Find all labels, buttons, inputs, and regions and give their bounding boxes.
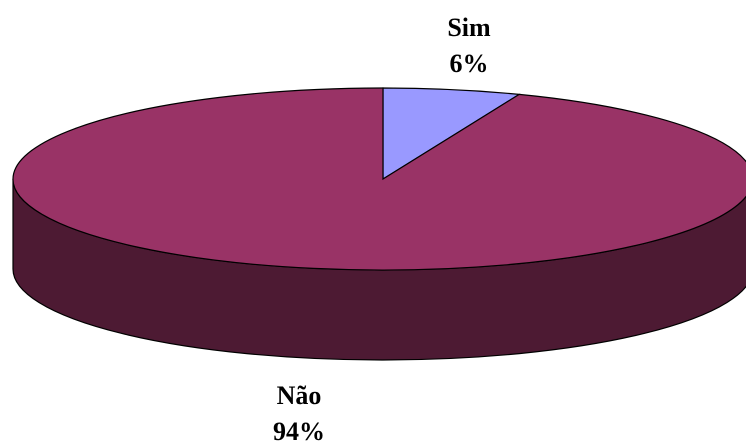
pie-labels: Sim 6% Não 94%: [273, 13, 491, 443]
slice-percent-nao: 94%: [273, 417, 325, 443]
slice-percent-sim: 6%: [450, 49, 489, 78]
pie-slice-sim: [382, 87, 522, 181]
pie-slice-nao: [12, 87, 746, 271]
slice-label-nao: Não: [277, 381, 322, 410]
slice-label-sim: Sim: [447, 13, 491, 42]
pie-top-face: [12, 87, 746, 271]
